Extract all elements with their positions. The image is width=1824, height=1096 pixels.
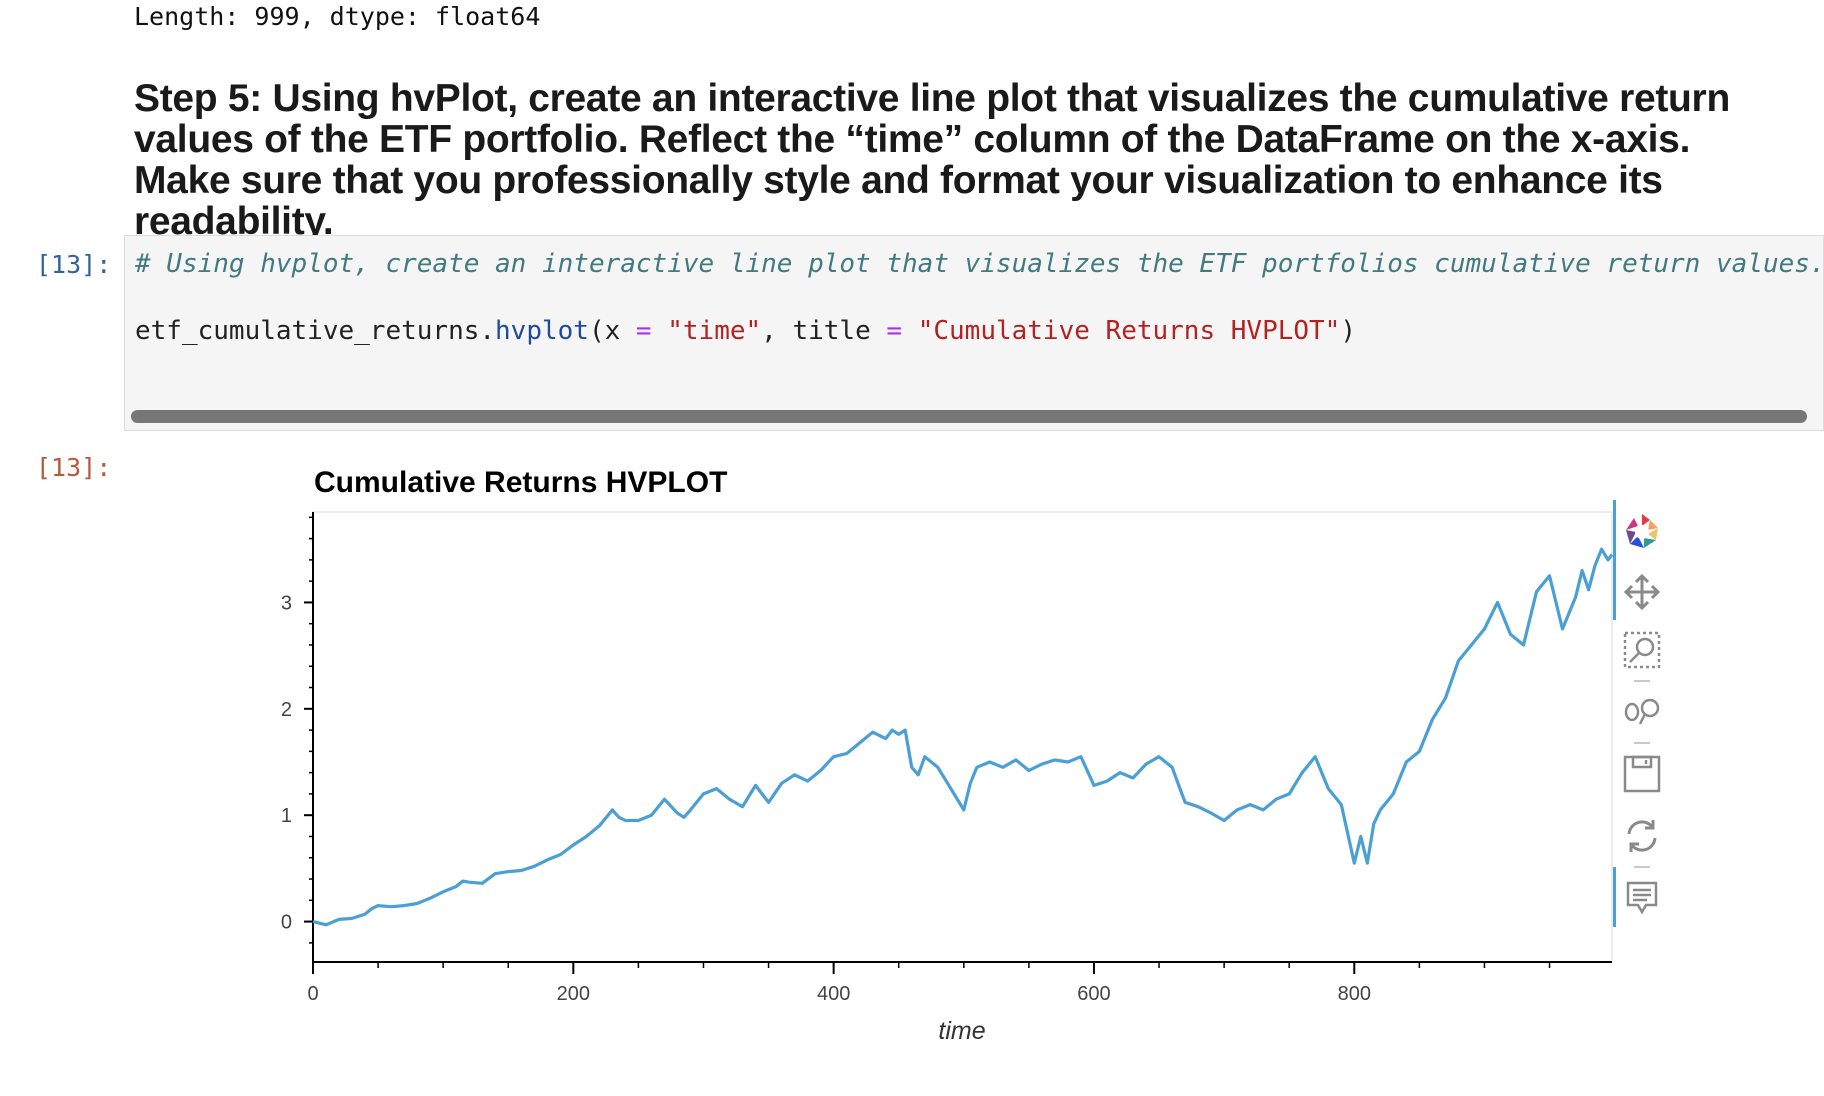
x-tick-label: 0 [307,983,318,1005]
x-tick-label: 200 [557,983,590,1005]
code-dot: . [479,316,496,346]
toolbar-separator [1634,866,1650,868]
plot-toolbar [1612,500,1672,940]
code-line: etf_cumulative_returns.hvplot(x = "time"… [135,316,1356,346]
code-string: "Cumulative Returns HVPLOT" [902,316,1341,346]
plot-area[interactable] [312,511,1613,963]
code-cell[interactable]: # Using hvplot, create an interactive li… [124,235,1824,431]
series-line [312,547,1614,927]
toolbar-active-indicator [1613,867,1616,927]
reset-icon[interactable] [1620,814,1664,858]
save-icon[interactable] [1620,752,1664,796]
code-operator: = [886,316,903,346]
code-arg: , title [761,316,887,346]
code-string: "time" [651,316,762,346]
code-function: hvplot [495,316,589,346]
input-prompt: [13]: [36,250,112,279]
wheel-zoom-icon[interactable] [1620,690,1664,734]
x-axis-label: time [938,1017,985,1045]
toolbar-separator [1634,680,1650,682]
code-operator: = [635,316,652,346]
code-paren-open: ( [588,316,605,346]
previous-cell-output: Length: 999, dtype: float64 [134,2,541,31]
code-arg: x [604,316,636,346]
x-tick-label: 800 [1338,983,1371,1005]
code-comment: # Using hvplot, create an interactive li… [135,249,1824,279]
y-tick-label: 1 [281,805,292,827]
horizontal-scrollbar[interactable] [131,410,1807,423]
chart-title: Cumulative Returns HVPLOT [314,466,727,499]
toolbar-separator [1634,742,1650,744]
hover-icon[interactable] [1620,876,1664,920]
y-tick-label: 0 [281,912,292,934]
code-variable: etf_cumulative_returns [135,316,480,346]
x-tick-label: 400 [817,983,850,1005]
pan-icon[interactable] [1620,570,1664,614]
y-tick-label: 2 [281,699,292,721]
code-paren-close: ) [1340,316,1356,346]
y-tick-label: 3 [281,592,292,614]
bokeh-logo-icon[interactable] [1620,510,1664,554]
x-tick-label: 600 [1077,983,1110,1005]
box-zoom-icon[interactable] [1620,628,1664,672]
output-prompt: [13]: [36,453,112,482]
axes: 0 1 2 3 0 200 400 600 800 [281,512,1612,1005]
toolbar-active-indicator [1613,500,1616,620]
